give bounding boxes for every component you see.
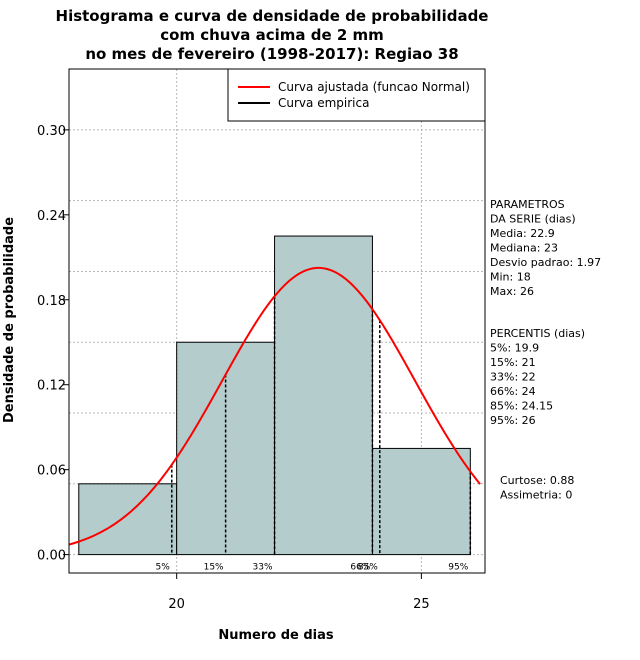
stats-line: Assimetria: 0 [500, 489, 572, 502]
params-line: PARAMETROS [490, 198, 565, 211]
side-panel: PARAMETROS DA SERIE (dias) Media: 22.9 Me… [490, 198, 601, 502]
histogram-bar [371, 447, 471, 556]
percentis-line: 66%: 24 [490, 385, 536, 398]
y-axis-label: Densidade de probabilidade [2, 217, 17, 423]
axes: 20 25 0.00 0.06 0.12 0.18 0.24 0.30 [37, 124, 430, 612]
percentile-label: 5% [155, 563, 170, 573]
percentis-line: 5%: 19.9 [490, 342, 539, 355]
legend-label: Curva ajustada (funcao Normal) [278, 80, 470, 94]
histogram-bar [274, 235, 373, 556]
stats-line: Curtose: 0.88 [500, 474, 574, 487]
chart-title-line: com chuva acima de 2 mm [160, 26, 384, 44]
x-tick-label: 25 [413, 597, 430, 612]
normal-curve [68, 266, 481, 546]
y-tick-label: 0.12 [37, 379, 66, 394]
params-line: Media: 22.9 [490, 227, 555, 240]
percentis-line: 33%: 22 [490, 371, 536, 384]
percentile-label: 15% [204, 563, 224, 573]
legend-box [227, 68, 486, 122]
histogram-bar [78, 483, 178, 556]
params-line: DA SERIE (dias) [490, 213, 576, 226]
params-line: Min: 18 [490, 271, 531, 284]
chart-title: Histograma e curva de densidade de proba… [56, 7, 489, 63]
percentile-label: 66% [350, 563, 370, 573]
x-tick-label: 20 [168, 597, 185, 612]
percentile-markers: 5% 15% 33% 66%85% 95% [155, 296, 472, 573]
histogram-bar [176, 341, 276, 556]
percentile-label: 95% [448, 563, 468, 573]
legend: Curva ajustada (funcao Normal) Curva empi… [227, 68, 486, 122]
y-tick-label: 0.30 [37, 124, 66, 139]
params-line: Desvio padrao: 1.97 [490, 256, 601, 269]
x-axis-label: Numero de dias [218, 628, 334, 643]
percentis-line: 85%: 24.15 [490, 400, 553, 413]
chart-title-line: no mes de fevereiro (1998-2017): Regiao … [85, 45, 458, 63]
percentile-label: 33% [253, 563, 273, 573]
params-line: Max: 26 [490, 285, 534, 298]
y-tick-label: 0.18 [37, 294, 66, 309]
params-line: Mediana: 23 [490, 242, 558, 255]
percentis-line: 95%: 26 [490, 414, 536, 427]
chart-title-line: Histograma e curva de densidade de proba… [56, 7, 489, 25]
percentile-label: 85% [358, 563, 378, 573]
percentis-line: PERCENTIS (dias) [490, 327, 585, 340]
y-tick-label: 0.06 [37, 464, 66, 479]
percentis-line: 15%: 21 [490, 356, 536, 369]
y-tick-label: 0.00 [37, 549, 66, 564]
legend-label: Curva empirica [278, 96, 369, 110]
y-tick-label: 0.24 [37, 209, 66, 224]
